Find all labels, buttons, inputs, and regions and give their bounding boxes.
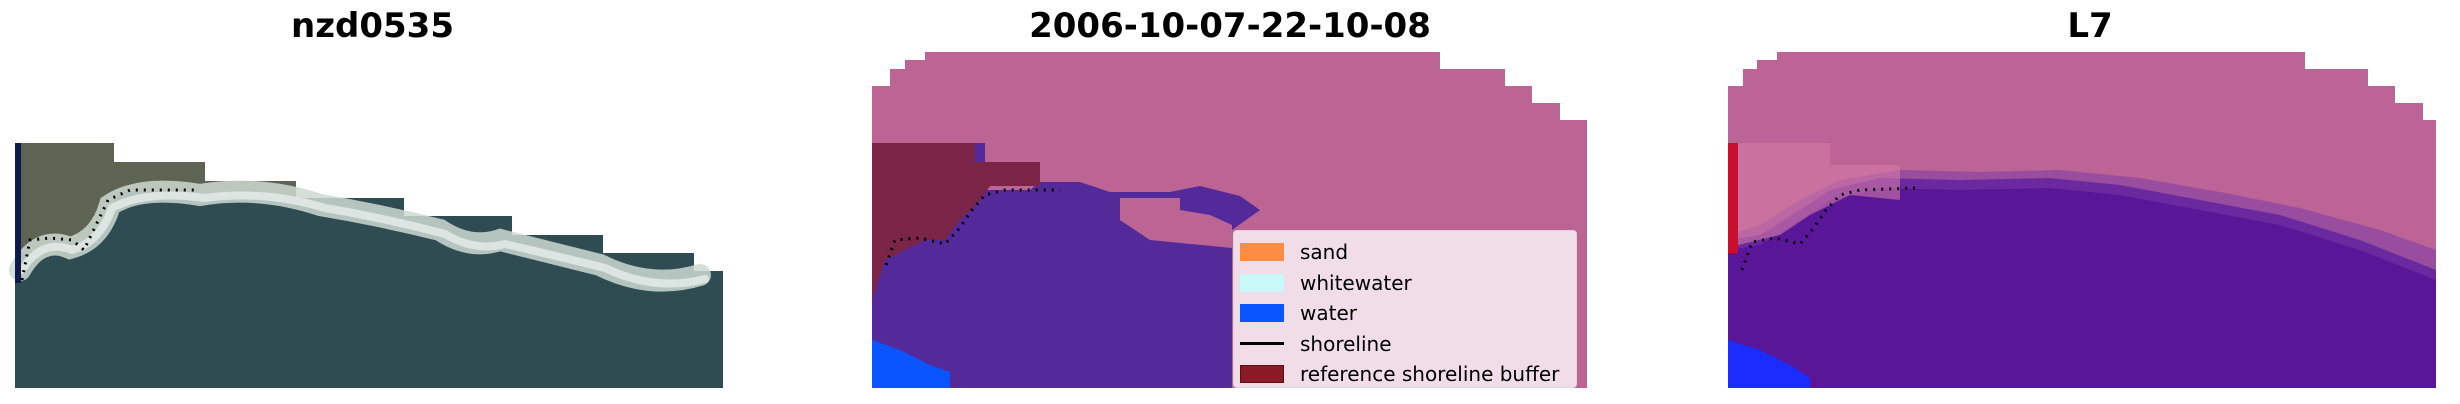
index-panel: [1728, 52, 2436, 388]
water-swatch: [1240, 304, 1284, 323]
legend-item-shoreline: shoreline: [1234, 329, 1576, 360]
legend-label-water: water: [1300, 301, 1357, 326]
index-image-title: L7: [2067, 6, 2113, 46]
legend-label-whitewater: whitewater: [1300, 270, 1412, 295]
classification-title: 2006-10-07-22-10-08: [1029, 6, 1431, 46]
index-red-strip: [1728, 143, 1738, 253]
legend-item-reference-buffer: reference shoreline buffer: [1234, 359, 1576, 390]
legend-label-reference-buffer: reference shoreline buffer: [1300, 362, 1560, 387]
classification-buffer-region: [872, 143, 1040, 300]
reference-buffer-swatch: [1240, 365, 1284, 384]
rgb-image-title: nzd0535: [291, 6, 454, 46]
classification-shoreline: [884, 188, 1060, 266]
rgb-image-panel: [9, 143, 723, 388]
sand-swatch: [1240, 243, 1284, 262]
legend-label-shoreline: shoreline: [1300, 331, 1392, 356]
classification-sand-patch: [1120, 198, 1232, 248]
legend-label-sand: sand: [1300, 240, 1349, 265]
index-shoreline: [1740, 186, 1916, 271]
shoreline-swatch: [1240, 342, 1284, 346]
whitewater-swatch: [1240, 273, 1284, 292]
legend-item-sand: sand: [1234, 237, 1576, 268]
rgb-image-whitewater-soft: [18, 191, 709, 288]
classification-ocean-blue: [872, 340, 950, 388]
legend: sand whitewater water shoreline referenc…: [1233, 230, 1577, 388]
index-purple-region: [1728, 178, 2436, 388]
legend-item-whitewater: whitewater: [1234, 268, 1576, 299]
index-pink-glow: [1738, 143, 1900, 245]
legend-item-water: water: [1234, 298, 1576, 329]
index-blue-region: [1728, 340, 1810, 388]
rgb-image-edge-strip: [15, 143, 21, 283]
index-purple-fade: [1728, 170, 2436, 280]
